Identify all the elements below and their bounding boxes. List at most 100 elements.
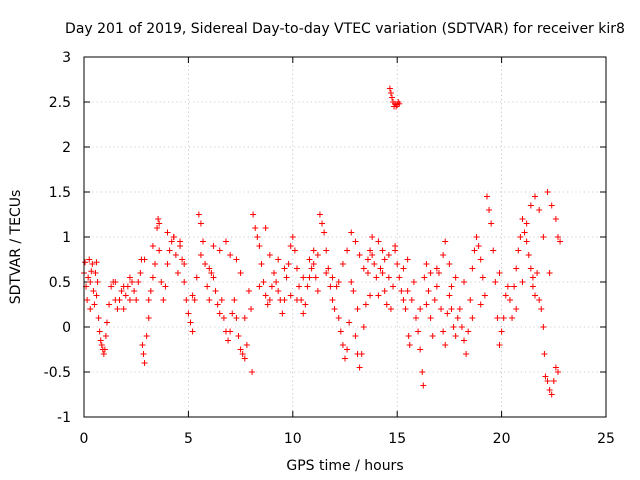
data-points (81, 85, 564, 398)
data-point (344, 247, 351, 254)
data-point (212, 288, 219, 294)
data-point (433, 265, 440, 272)
data-point (400, 297, 407, 303)
data-point (151, 261, 158, 267)
data-point (289, 234, 296, 240)
data-point (300, 274, 307, 281)
data-point (375, 238, 382, 245)
data-point (96, 328, 103, 335)
data-point (417, 346, 424, 353)
data-point (156, 247, 163, 254)
data-point (546, 387, 553, 393)
data-point (149, 243, 156, 249)
data-point (193, 274, 200, 281)
data-point (85, 274, 92, 281)
data-point (293, 265, 300, 272)
data-point (536, 207, 543, 213)
data-point (179, 256, 186, 263)
data-point (440, 328, 447, 335)
y-axis-label: SDTVAR / TECUs (8, 190, 24, 305)
data-point (525, 252, 532, 258)
data-point (227, 252, 234, 258)
data-point (471, 247, 478, 254)
data-point (542, 373, 549, 380)
data-point (529, 283, 536, 290)
data-point (149, 274, 156, 281)
data-point (285, 261, 292, 267)
data-point (519, 216, 526, 222)
data-point (172, 252, 179, 258)
data-point (141, 256, 148, 263)
data-point (477, 301, 484, 308)
data-point (241, 315, 248, 321)
data-point (160, 297, 167, 303)
data-point (354, 306, 361, 312)
data-point (425, 288, 432, 294)
data-point (540, 324, 547, 330)
data-point (515, 247, 522, 254)
data-point (181, 261, 188, 267)
data-point (536, 297, 543, 303)
data-point (442, 342, 449, 348)
data-point (239, 351, 246, 357)
x-tick-label: 25 (597, 431, 615, 447)
data-point (427, 315, 434, 321)
data-point (335, 279, 342, 285)
data-point (97, 337, 104, 344)
y-tick-label: 0 (62, 320, 71, 336)
data-point (339, 342, 346, 348)
data-point (222, 238, 229, 245)
data-point (387, 306, 394, 312)
data-point (206, 265, 213, 272)
data-point (496, 270, 503, 276)
data-point (126, 274, 133, 281)
data-point (106, 301, 113, 308)
data-point (550, 378, 557, 384)
data-point (250, 211, 257, 218)
data-point (423, 261, 430, 267)
data-point (304, 283, 311, 290)
data-point (481, 292, 488, 299)
data-point (262, 225, 269, 231)
data-point (95, 315, 102, 321)
data-point (454, 315, 461, 321)
x-tick-label: 0 (80, 431, 89, 447)
data-point (442, 238, 449, 245)
data-point (337, 328, 344, 335)
data-point (546, 270, 553, 276)
data-point (204, 283, 211, 290)
data-point (448, 283, 455, 290)
y-tick-label: 2 (62, 140, 71, 156)
data-point (348, 229, 355, 236)
data-point (122, 292, 129, 299)
plot-frame (83, 56, 607, 418)
data-point (362, 301, 369, 308)
data-point (145, 315, 152, 321)
data-point (187, 319, 194, 326)
data-point (89, 261, 96, 267)
data-point (287, 292, 294, 299)
data-point (404, 288, 411, 294)
data-point (379, 247, 386, 254)
data-point (93, 292, 100, 299)
data-point (452, 333, 459, 339)
data-point (237, 270, 244, 276)
data-point (293, 297, 300, 303)
data-point (331, 306, 338, 312)
data-point (129, 279, 136, 285)
data-point (249, 369, 256, 375)
data-point (325, 265, 332, 272)
data-point (124, 283, 131, 290)
data-point (396, 274, 403, 281)
data-point (308, 265, 315, 272)
data-point (358, 351, 365, 357)
data-point (388, 94, 395, 101)
data-point (504, 283, 511, 290)
data-point (256, 243, 263, 249)
data-point (532, 292, 539, 299)
data-point (544, 189, 551, 195)
data-point (469, 265, 476, 272)
data-point (392, 243, 399, 249)
y-tick-label: 3 (62, 50, 71, 66)
data-point (410, 279, 417, 285)
